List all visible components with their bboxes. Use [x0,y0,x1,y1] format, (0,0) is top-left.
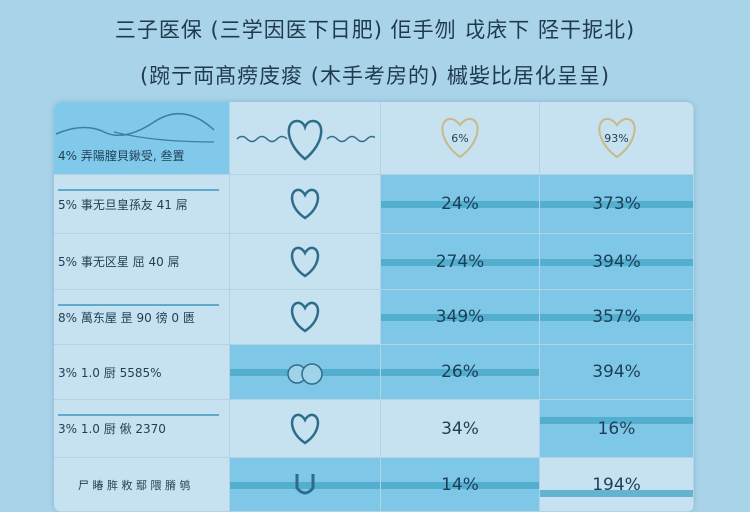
header-col4: 93% [540,102,694,175]
row-label-text: 3% 1.0 厨 偢 2370 [58,422,166,436]
heart-wave-icon [236,119,375,161]
row-col3-value: 24% [441,194,479,214]
title-line-2: (踠亍両髙痨庋痠 (木手考房的) 槭姕比居化呈呈) [139,64,611,88]
row-col3: 26% [381,345,540,400]
row-label: 5% 事无旦皇孫友 41 屌 [54,175,230,234]
row-col4-value: 357% [592,307,641,327]
row-col4: 394% [540,345,694,400]
heart-icon [290,413,320,445]
row-label: 5% 事无区星 屈 40 屌 [54,234,230,290]
heart-icon [290,301,320,333]
hands-icon [287,363,323,385]
row-col4: 194% [540,458,694,512]
row-col4-value: 373% [592,194,641,214]
row-icon-cell [230,345,381,400]
row-label: 8% 萬东屋 昰 90 徬 0 匮 [54,290,230,345]
row-label: 3% 1.0 厨 5585% [54,345,230,400]
header-col3-value: 6% [451,131,469,145]
row-icon-cell [230,290,381,345]
row-col4-value: 394% [592,251,641,272]
row-col4: 16% [540,400,694,458]
row-col4: 394% [540,234,694,290]
heart-icon [290,246,320,278]
row-label-text: 5% 事无旦皇孫友 41 屌 [58,197,188,212]
row-col3: 24% [381,175,540,234]
row-col3: 349% [381,290,540,345]
row-col4-value: 394% [592,362,641,382]
row-icon-cell [230,234,381,290]
row-col3-value: 349% [435,307,485,327]
heart-icon [290,188,320,220]
row-label-text: 8% 萬东屋 昰 90 徬 0 匮 [58,310,195,325]
row-col3-value: 14% [441,474,479,495]
hands-icon [295,473,315,494]
row-label-text: 尸 睶 脌 敉 鄢 隈 膌 鸲 [78,478,191,492]
row-col4-value: 194% [592,474,641,495]
heart-icon [597,117,636,159]
row-col3: 34% [381,400,540,458]
row-col4: 373% [540,175,694,234]
row-label: 尸 睶 脌 敉 鄢 隈 膌 鸲 [54,458,230,512]
header-label-cell: 4% 弄陽膣貝鍬受, 叁置 [54,102,230,175]
row-col3-value: 34% [441,418,479,439]
header-col4-value: 93% [604,131,629,145]
row-label-text: 3% 1.0 厨 5585% [58,365,162,380]
comparison-table: 4% 弄陽膣貝鍬受, 叁置 6% 93% 5% 事无旦皇孫友 41 屌 24% … [54,102,694,512]
row-label: 3% 1.0 厨 偢 2370 [54,400,230,458]
header-icon-cell [230,102,381,175]
row-col3-value: 26% [441,362,479,382]
row-col4: 357% [540,290,694,345]
row-col4-value: 16% [597,418,636,439]
mountain-wave-icon [55,112,215,143]
row-icon-cell [230,400,381,458]
row-col3: 274% [381,234,540,290]
heart-icon [441,117,479,159]
row-col3-value: 274% [435,251,485,272]
title-line-1: 三子医保 (三学因医下日肥) 佢手刎 戉庡下 陉干抳北) [114,18,636,42]
row-label-text: 5% 事无区星 屈 40 屌 [58,255,180,269]
row-col3: 14% [381,458,540,512]
row-icon-cell [230,458,381,512]
row-icon-cell [230,175,381,234]
header-label: 4% 弄陽膣貝鍬受, 叁置 [58,149,185,163]
header-col3: 6% [381,102,540,175]
